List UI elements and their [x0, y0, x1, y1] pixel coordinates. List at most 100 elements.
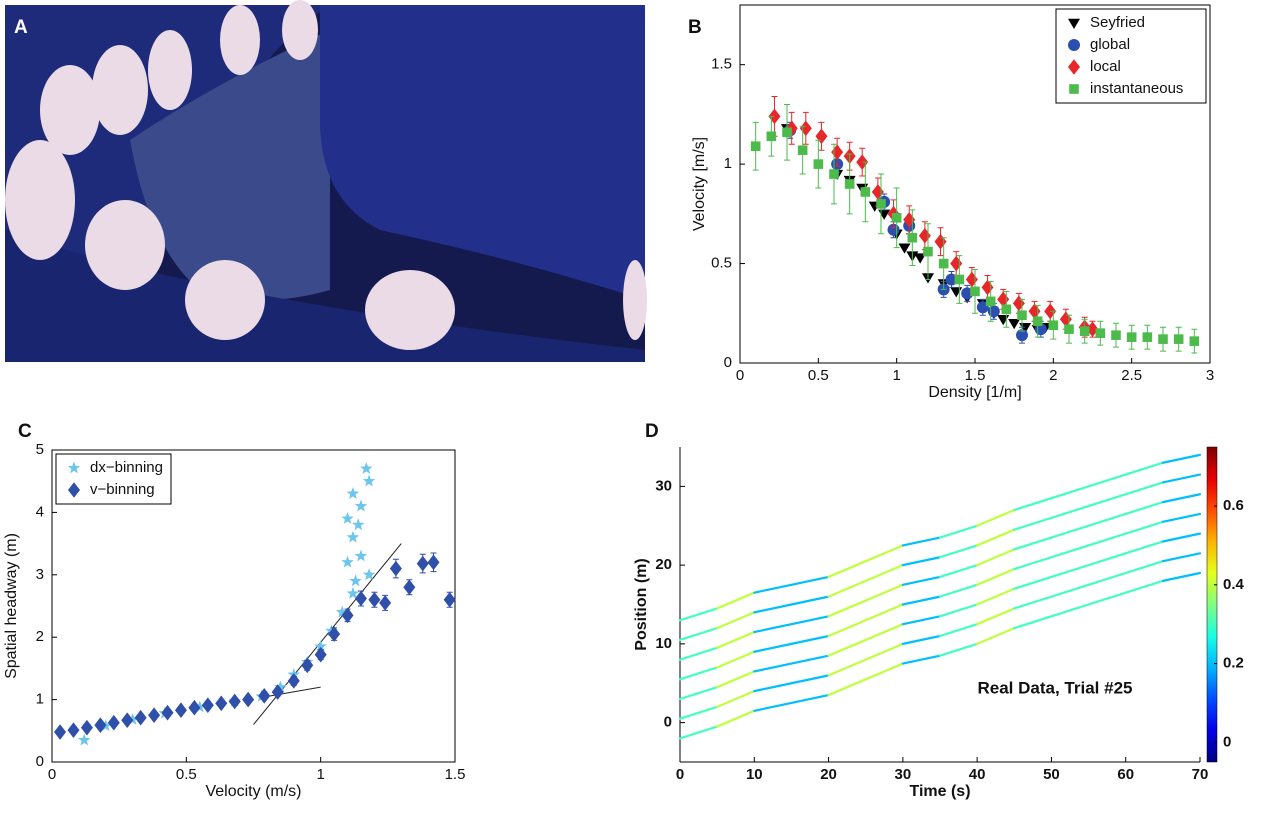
trajectory-segment	[976, 508, 1016, 527]
trajectory-segment	[1013, 516, 1053, 531]
trajectory-segment	[678, 607, 719, 622]
legend-marker	[1069, 84, 1079, 94]
y-tick-label: 0	[724, 354, 732, 371]
trajectory-segment	[864, 544, 904, 563]
marker	[314, 639, 327, 652]
trajectory-segment	[864, 623, 904, 642]
marker	[126, 712, 139, 725]
trajectory-segment	[1161, 552, 1202, 563]
marker	[258, 688, 271, 704]
marker	[965, 271, 978, 288]
legend-label: global	[1090, 36, 1130, 53]
y-axis-label: Position (m)	[633, 558, 650, 650]
y-axis-label: Spatial headway (m)	[3, 533, 20, 679]
marker	[80, 719, 93, 736]
trajectory-segment	[1161, 532, 1202, 543]
trajectory-segment	[1124, 540, 1164, 555]
marker	[134, 709, 147, 726]
trajectory-segment	[1161, 473, 1202, 484]
marker	[287, 673, 300, 689]
trajectory-segment	[716, 591, 756, 610]
marker	[242, 691, 255, 708]
marker	[314, 646, 327, 663]
y-axis-label: Velocity [m/s]	[691, 137, 708, 231]
marker	[898, 243, 911, 254]
marker	[981, 279, 994, 296]
trajectory-segment	[1013, 615, 1053, 630]
marker	[67, 722, 80, 738]
trajectory-segment	[790, 615, 830, 626]
trajectory-segment	[1050, 583, 1090, 598]
y-tick-label: 5	[36, 441, 44, 458]
trajectory-segment	[753, 623, 793, 634]
trajectory-segment	[790, 693, 830, 705]
trajectory-segment	[678, 686, 719, 701]
marker	[1064, 324, 1074, 334]
x-tick-label: 70	[1192, 766, 1209, 783]
marker	[148, 707, 161, 723]
x-tick-label: 30	[895, 766, 912, 783]
trajectory-segment	[1013, 575, 1053, 590]
trajectory-segment	[753, 682, 793, 693]
trajectory-segment	[938, 642, 979, 657]
marker	[416, 555, 429, 572]
trajectory-segment	[1013, 536, 1053, 551]
y-tick-label: 1	[724, 155, 732, 172]
trajectory-segment	[827, 579, 867, 598]
trajectory-segment	[1013, 595, 1053, 610]
legend-label: dx−binning	[90, 459, 163, 476]
panel-label: B	[688, 17, 702, 38]
legend-marker	[1068, 18, 1080, 29]
marker	[1012, 295, 1025, 312]
trajectory-segment	[901, 615, 942, 626]
marker	[1008, 319, 1021, 330]
trajectory-segment	[938, 583, 979, 598]
marker	[907, 232, 918, 243]
marker	[341, 607, 354, 624]
trajectory-segment	[1124, 579, 1164, 594]
marker	[271, 684, 284, 700]
x-tick-label: 0	[736, 367, 744, 384]
marker	[54, 724, 67, 740]
marker	[362, 568, 376, 581]
marker	[987, 305, 1000, 318]
trajectory-segment	[678, 705, 719, 720]
marker	[829, 169, 839, 179]
trajectory-segment	[753, 583, 793, 594]
trajectory-segment	[678, 627, 719, 642]
trajectory-segment	[790, 654, 830, 665]
floor	[130, 30, 330, 300]
trajectory-segment	[864, 662, 904, 681]
marker	[1079, 326, 1090, 336]
marker	[174, 702, 187, 719]
trajectory-segment	[1124, 481, 1164, 496]
trajectory-segment	[901, 556, 942, 567]
y-tick-label: 0	[36, 753, 44, 770]
trajectory-segment	[790, 595, 830, 606]
marker	[797, 145, 808, 155]
marker	[938, 258, 949, 269]
trajectory-segment	[1050, 544, 1090, 559]
marker	[1158, 334, 1168, 344]
trajectory-segment	[716, 709, 756, 728]
trajectory-segment	[753, 642, 793, 653]
legend-label: v−binning	[90, 481, 155, 498]
marker	[1189, 336, 1200, 346]
marker	[389, 560, 402, 577]
trajectory-segment	[753, 662, 793, 673]
marker	[813, 159, 824, 169]
marker	[161, 704, 174, 721]
trajectory-segment	[827, 638, 867, 657]
legend-marker	[68, 482, 80, 498]
trajectory-segment	[716, 611, 756, 630]
y-tick-label: 1.5	[711, 56, 732, 73]
marker	[360, 462, 373, 475]
x-tick-label: 1.5	[965, 367, 986, 384]
trajectory-segment	[901, 536, 942, 547]
marker	[950, 287, 963, 298]
trajectory-segment	[678, 666, 719, 681]
trajectory-segment	[901, 654, 942, 665]
people	[5, 0, 647, 350]
y-tick-label: 1	[36, 691, 44, 708]
